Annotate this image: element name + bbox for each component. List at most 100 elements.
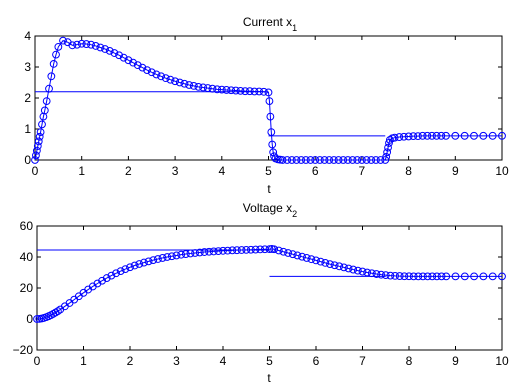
data-point: [124, 56, 133, 65]
data-point: [227, 86, 236, 95]
x-tick-label: 2: [127, 354, 134, 368]
subplot-title-voltage: Voltage x2: [243, 201, 297, 219]
data-point: [340, 263, 348, 272]
y-tick-label: −20: [13, 343, 34, 357]
data-point: [390, 133, 399, 142]
data-point: [383, 148, 392, 157]
data-point: [121, 265, 130, 273]
data-point: [140, 258, 148, 267]
data-point: [256, 245, 265, 254]
data-point: [301, 156, 310, 164]
data-point: [152, 70, 161, 79]
data-point: [231, 86, 240, 95]
data-point: [312, 256, 320, 265]
data-point: [157, 72, 165, 81]
x-tick-label: 10: [495, 164, 509, 178]
axes-frame: [36, 225, 503, 351]
y-tick-label: 2: [24, 91, 31, 105]
data-point: [384, 143, 392, 152]
y-tick-label: 40: [20, 250, 34, 264]
data-point: [59, 36, 67, 45]
data-point: [404, 132, 413, 141]
data-point: [49, 60, 58, 68]
data-point: [395, 133, 404, 141]
data-point: [353, 266, 362, 275]
x-tick-label: 10: [495, 354, 509, 368]
data-point: [205, 247, 213, 256]
data-point: [279, 247, 288, 256]
data-point: [167, 252, 176, 261]
data-point: [223, 246, 232, 255]
data-point: [68, 41, 77, 50]
data-point: [284, 249, 293, 257]
data-point: [82, 40, 91, 48]
data-point: [306, 156, 315, 164]
data-point: [315, 156, 324, 164]
data-point: [31, 156, 39, 164]
data-point: [381, 156, 390, 164]
data-point: [428, 131, 436, 140]
data-point: [105, 46, 114, 55]
data-point: [460, 272, 469, 281]
data-point: [194, 82, 203, 91]
data-point: [488, 272, 497, 281]
data-point: [349, 265, 358, 274]
data-point: [330, 261, 339, 270]
data-point: [166, 75, 175, 84]
data-point: [175, 78, 184, 87]
data-point: [405, 272, 413, 281]
subplot-title-current: Current x1: [243, 15, 297, 33]
data-point: [386, 135, 394, 144]
x-tick-label: 1: [80, 354, 87, 368]
x-tick-label: 0: [32, 164, 39, 178]
x-tick-label: 4: [220, 354, 227, 368]
data-point: [442, 272, 451, 281]
data-point: [96, 43, 105, 52]
x-tick-label: 6: [313, 354, 320, 368]
data-point: [32, 146, 41, 155]
data-point: [339, 156, 348, 164]
data-point: [400, 272, 409, 281]
data-point: [149, 256, 158, 265]
data-point: [326, 260, 334, 269]
data-point: [307, 255, 316, 264]
data-point: [344, 264, 353, 273]
data-point: [195, 248, 204, 257]
data-point: [367, 156, 376, 164]
data-point: [335, 262, 344, 271]
data-point: [112, 269, 120, 278]
data-point: [470, 131, 478, 140]
y-tick-label: 3: [24, 60, 31, 74]
data-point: [479, 131, 488, 140]
data-point: [54, 307, 62, 315]
y-tick-label: 4: [24, 29, 31, 43]
data-point: [311, 156, 320, 164]
data-point: [77, 39, 86, 48]
data-point: [498, 272, 506, 281]
data-point: [353, 156, 362, 164]
data-point: [199, 83, 208, 92]
data-point: [400, 132, 408, 141]
data-point: [409, 132, 418, 141]
data-point: [36, 128, 45, 137]
data-point: [270, 245, 279, 254]
data-point: [73, 40, 81, 49]
x-tick-label: 5: [265, 164, 272, 178]
x-tick-label: 8: [405, 164, 412, 178]
data-point: [209, 247, 218, 256]
data-point: [334, 156, 343, 164]
data-point: [298, 252, 306, 261]
data-point: [130, 261, 139, 270]
data-point: [293, 251, 302, 260]
data-point: [129, 58, 137, 67]
data-point: [102, 274, 111, 282]
data-point: [133, 61, 142, 70]
y-tick-label: 1: [24, 122, 31, 136]
data-point: [274, 246, 283, 255]
data-point: [33, 142, 42, 150]
data-point: [488, 131, 497, 140]
data-point: [222, 86, 231, 94]
